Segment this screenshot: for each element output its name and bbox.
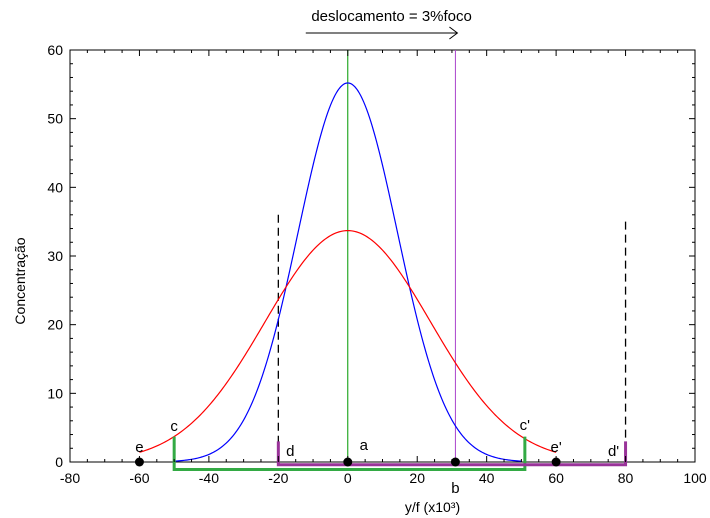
x-tick-label-8: 80 <box>618 470 634 486</box>
y-tick-label-3: 30 <box>47 248 63 264</box>
x-tick-label-9: 100 <box>683 470 707 486</box>
y-tick-label-6: 60 <box>47 42 63 58</box>
point-1 <box>343 457 353 467</box>
axis-ticks: -80 -60 -40 -20 0 20 40 60 80 100 0 10 20 30 40 50 60 <box>47 42 706 486</box>
point-label-2: b <box>451 480 459 497</box>
y-tick-label-0: 0 <box>55 454 63 470</box>
curve-series-0 <box>174 82 522 462</box>
y-tick-label-1: 10 <box>47 385 63 401</box>
y-axis-label: Concentração <box>12 237 28 324</box>
points: e a b e' c d c' d' <box>134 417 619 497</box>
vertical-lines <box>277 50 627 462</box>
plot-frame <box>69 49 696 463</box>
bracket-label-1: d <box>286 443 294 460</box>
x-tick-label-3: -20 <box>268 470 288 486</box>
bracket-0 <box>172 436 527 472</box>
shift-annotation: deslocamento = 3%foco <box>311 8 472 25</box>
x-tick-label-6: 40 <box>479 470 495 486</box>
point-0 <box>134 457 144 467</box>
y-tick-label-5: 50 <box>47 111 63 127</box>
shift-arrowhead <box>449 26 459 40</box>
x-tick-label-7: 60 <box>548 470 564 486</box>
point-label-1: a <box>360 437 369 454</box>
x-tick-label-2: -40 <box>199 470 219 486</box>
y-tick-label-4: 40 <box>47 179 63 195</box>
x-axis-label: y/f (x10³) <box>405 499 460 515</box>
point-label-3: e' <box>551 439 562 456</box>
curves <box>139 82 557 462</box>
bracket-label-2: c' <box>520 417 531 434</box>
point-label-0: e <box>135 439 143 456</box>
point-2 <box>450 457 460 467</box>
bracket-label-3: d' <box>608 443 619 460</box>
bracket-label-0: c <box>170 418 178 435</box>
x-tick-label-4: 0 <box>344 470 352 486</box>
x-tick-label-5: 20 <box>409 470 425 486</box>
curve-series-1 <box>139 229 557 453</box>
x-tick-label-1: -60 <box>129 470 149 486</box>
point-3 <box>551 457 561 467</box>
x-tick-label-0: -80 <box>60 470 80 486</box>
y-tick-label-2: 20 <box>47 317 63 333</box>
